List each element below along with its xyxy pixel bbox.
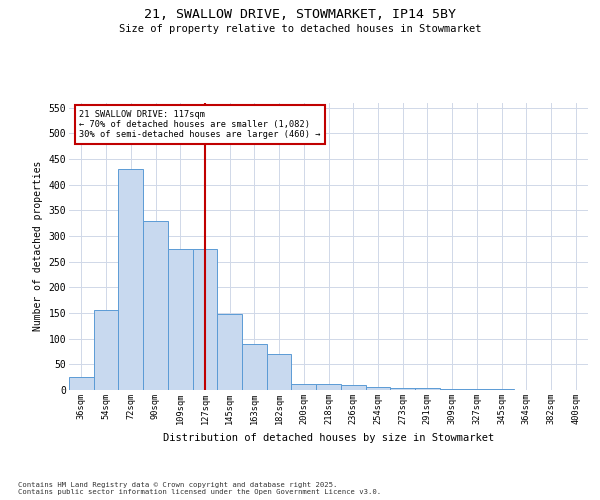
Bar: [143, 220, 168, 390]
Bar: [168, 249, 193, 390]
Bar: [94, 310, 118, 390]
Bar: [292, 384, 316, 390]
Text: Size of property relative to detached houses in Stowmarket: Size of property relative to detached ho…: [119, 24, 481, 34]
Bar: [242, 344, 267, 390]
Bar: [69, 377, 94, 390]
Bar: [365, 388, 390, 390]
Text: 21 SWALLOW DRIVE: 117sqm
← 70% of detached houses are smaller (1,082)
30% of sem: 21 SWALLOW DRIVE: 117sqm ← 70% of detach…: [79, 110, 321, 140]
Text: 21, SWALLOW DRIVE, STOWMARKET, IP14 5BY: 21, SWALLOW DRIVE, STOWMARKET, IP14 5BY: [144, 8, 456, 20]
Bar: [193, 249, 217, 390]
Bar: [341, 385, 365, 390]
Bar: [118, 169, 143, 390]
X-axis label: Distribution of detached houses by size in Stowmarket: Distribution of detached houses by size …: [163, 432, 494, 442]
Bar: [415, 388, 440, 390]
Y-axis label: Number of detached properties: Number of detached properties: [33, 161, 43, 332]
Bar: [390, 388, 415, 390]
Bar: [316, 384, 341, 390]
Text: Contains HM Land Registry data © Crown copyright and database right 2025.
Contai: Contains HM Land Registry data © Crown c…: [18, 482, 381, 495]
Bar: [217, 314, 242, 390]
Bar: [267, 354, 292, 390]
